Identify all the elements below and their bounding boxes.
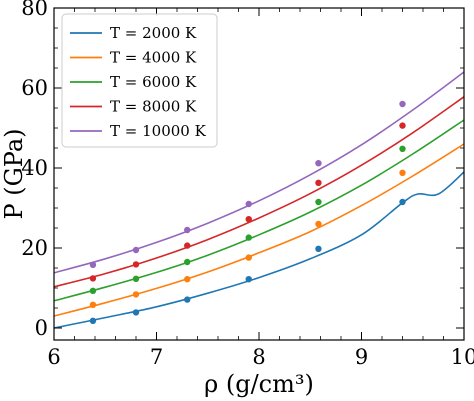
data-point-4-2 — [184, 226, 191, 234]
y-tick-label: 20 — [21, 236, 48, 260]
plot-frame — [53, 7, 465, 341]
series-3 — [53, 96, 465, 288]
data-point-1-1 — [132, 291, 140, 298]
legend-label-2: T = 6000 K — [110, 73, 197, 91]
data-point-1-2 — [184, 276, 191, 283]
y-tick-label: 80 — [21, 0, 48, 20]
data-point-2-1 — [132, 275, 140, 282]
data-point-0-0 — [89, 317, 97, 324]
data-point-2-3 — [245, 234, 252, 241]
legend-box — [61, 13, 218, 148]
legend-label-4: T = 10000 K — [110, 122, 207, 140]
data-point-0-2 — [184, 296, 191, 303]
data-point-4-0 — [89, 261, 97, 268]
data-point-0-4 — [315, 245, 322, 252]
y-tick-label: 40 — [21, 156, 48, 180]
series-2 — [53, 119, 465, 302]
x-tick-label: 8 — [252, 345, 265, 369]
data-point-4-1 — [132, 246, 140, 254]
legend-label-0: T = 2000 K — [110, 24, 197, 42]
legend: T = 2000 K T = 4000 K T = 6000 K T = 8000 K… — [61, 13, 218, 148]
data-point-4-3 — [245, 200, 252, 208]
series-layer — [53, 71, 465, 329]
data-point-1-3 — [245, 254, 252, 261]
y-axis-label: P (GPa) — [0, 128, 28, 219]
data-point-0-5 — [399, 198, 406, 206]
x-tick-label: 10 — [451, 345, 474, 369]
series-line-3 — [53, 96, 465, 288]
data-point-1-4 — [315, 220, 322, 228]
series-4 — [53, 71, 465, 274]
data-point-3-5 — [399, 122, 406, 129]
x-tick-label: 7 — [150, 345, 163, 369]
data-point-2-5 — [399, 145, 406, 152]
series-0 — [53, 171, 465, 329]
data-point-3-1 — [132, 261, 140, 268]
data-point-3-0 — [89, 275, 97, 282]
data-point-3-3 — [245, 216, 252, 223]
data-point-2-4 — [315, 198, 322, 206]
series-line-1 — [53, 143, 465, 317]
data-point-2-0 — [89, 287, 97, 294]
series-line-0 — [53, 171, 465, 329]
legend-label-3: T = 8000 K — [110, 98, 197, 116]
data-point-0-3 — [245, 276, 252, 283]
data-point-2-2 — [184, 258, 191, 266]
y-tick-label: 0 — [35, 316, 48, 340]
data-point-3-4 — [315, 179, 322, 186]
series-line-4 — [53, 71, 465, 274]
legend-label-1: T = 4000 K — [110, 49, 197, 67]
x-tick-label: 6 — [47, 345, 60, 369]
data-point-3-2 — [184, 242, 191, 249]
data-point-1-0 — [89, 301, 97, 308]
data-point-4-4 — [315, 160, 322, 167]
x-axis-label: ρ (g/cm³) — [204, 370, 314, 398]
y-tick-label: 60 — [21, 76, 48, 100]
data-point-0-1 — [132, 309, 140, 316]
x-tick-label: 9 — [355, 345, 368, 369]
data-point-1-5 — [399, 169, 406, 176]
series-1 — [53, 143, 465, 317]
series-line-2 — [53, 119, 465, 302]
data-point-4-5 — [399, 100, 406, 108]
